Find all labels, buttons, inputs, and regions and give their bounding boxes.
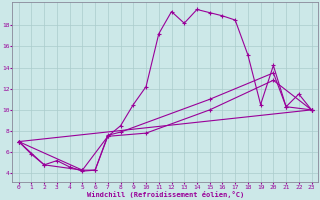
X-axis label: Windchill (Refroidissement éolien,°C): Windchill (Refroidissement éolien,°C) <box>86 191 244 198</box>
